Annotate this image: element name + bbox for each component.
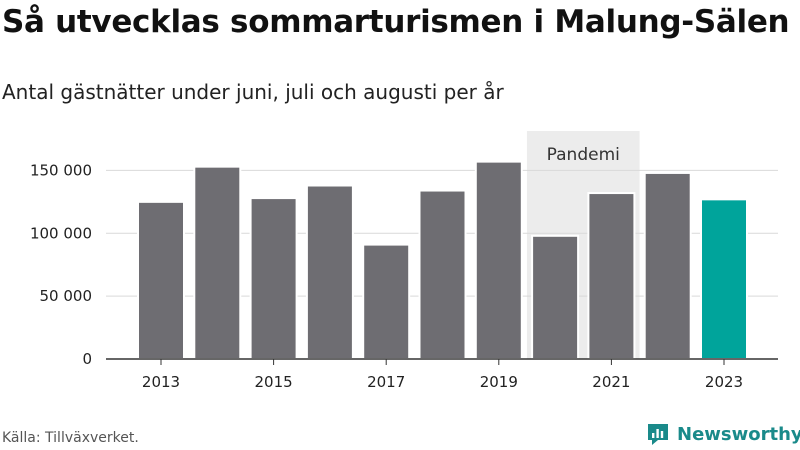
bar-2021 [587,192,636,360]
x-tick-label-1: 2015 [255,373,293,391]
source-note: Källa: Tillväxverket. [2,430,139,446]
chart-title: Så utvecklas sommarturismen i Malung-Säl… [2,4,790,40]
bar-2017 [362,243,411,361]
bar-2020 [531,234,580,360]
chart-subtitle: Antal gästnätter under juni, juli och au… [2,80,504,104]
bar-2018 [418,189,467,360]
y-tick-label-2: 100 000 [30,224,92,242]
x-tick-label-3: 2019 [480,373,518,391]
bar-2014 [193,165,242,360]
y-tick-label-1: 50 000 [40,287,93,305]
bar-2016 [305,184,354,360]
bar-2022 [643,171,692,360]
bar-2023 [700,198,748,360]
bar-2015 [249,197,298,360]
newsworthy-logo-icon [648,424,668,445]
brand-logo: Newsworthy [646,421,800,447]
x-tick-label-2: 2017 [367,373,405,391]
annotation-label-0: Pandemi [547,145,620,165]
x-tick-label-5: 2023 [705,373,743,391]
x-tick-label-4: 2021 [592,373,630,391]
y-tick-label-0: 0 [82,350,92,368]
bar-2019 [474,160,523,360]
brand-name: Newsworthy [677,423,800,445]
x-tick-label-0: 2013 [142,373,180,391]
y-tick-label-3: 150 000 [30,161,92,179]
bar-2013 [137,200,185,360]
bar-chart: Pandemi 0 50 000 100 000 150 000 2013 2015 2017… [30,131,778,391]
